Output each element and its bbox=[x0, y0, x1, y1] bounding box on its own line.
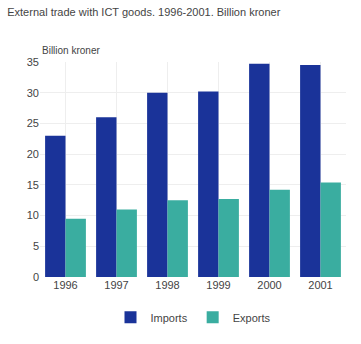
svg-text:20: 20 bbox=[27, 148, 39, 160]
svg-text:30: 30 bbox=[27, 87, 39, 99]
svg-text:1999: 1999 bbox=[206, 279, 230, 291]
svg-text:External trade with ICT goods.: External trade with ICT goods. 1996-2001… bbox=[7, 6, 280, 18]
svg-text:2001: 2001 bbox=[308, 279, 332, 291]
svg-text:Billion kroner: Billion kroner bbox=[42, 45, 100, 56]
svg-text:Exports: Exports bbox=[233, 312, 271, 324]
svg-text:35: 35 bbox=[27, 56, 39, 68]
svg-text:Imports: Imports bbox=[151, 312, 188, 324]
svg-text:25: 25 bbox=[27, 117, 39, 129]
svg-text:1996: 1996 bbox=[53, 279, 77, 291]
svg-text:1998: 1998 bbox=[155, 279, 179, 291]
svg-text:2000: 2000 bbox=[257, 279, 281, 291]
svg-text:0: 0 bbox=[33, 271, 39, 283]
svg-text:15: 15 bbox=[27, 179, 39, 191]
svg-text:10: 10 bbox=[27, 209, 39, 221]
svg-text:5: 5 bbox=[33, 240, 39, 252]
svg-text:1997: 1997 bbox=[104, 279, 128, 291]
